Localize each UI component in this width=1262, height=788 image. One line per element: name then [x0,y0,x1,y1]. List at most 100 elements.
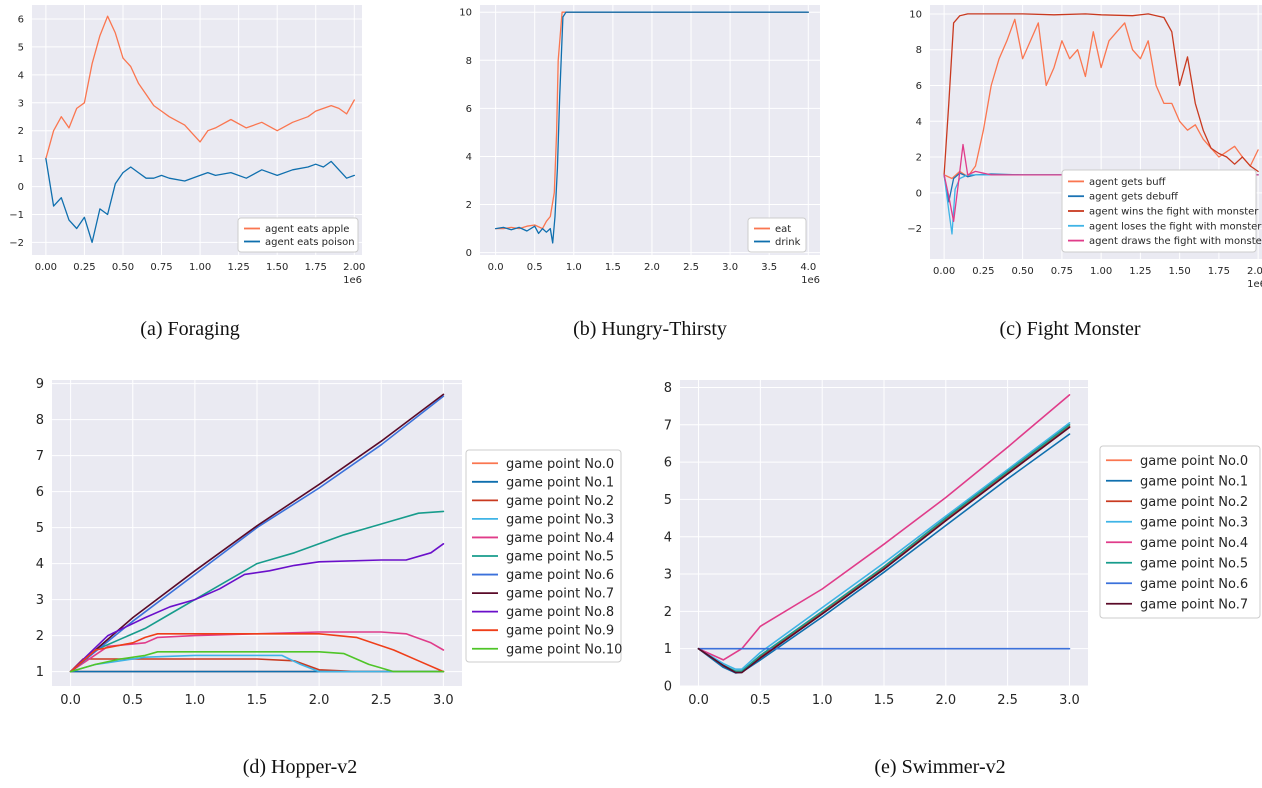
y-tick-label: 4 [664,530,672,545]
y-tick-label: 6 [18,14,24,25]
legend-label-agent-gets-buff: agent gets buff [1089,177,1167,188]
x-tick-label: 2.0 [935,693,956,708]
legend-label-game-point-no-1: game point No.1 [506,475,614,490]
x-offset-label: 1e6 [1247,279,1262,290]
series-line-game-point-no-7 [697,426,1071,674]
series-line-game-point-no-8 [69,543,445,673]
y-tick-label: 5 [36,521,44,536]
chart-hopper-v2: 0.0 0.5 1.0 1.5 2.0 2.5 3.0 1 2 3 4 5 6 7 8 9 1e6 game po… [0,377,625,724]
series-line-agent-wins-the-fight-with-monster [943,13,1259,176]
legend: eat drink [747,217,807,253]
y-tick-label: 2 [18,126,24,137]
x-tick-label: 2.00 [343,262,365,273]
x-tick-label: 1.0 [812,693,833,708]
legend-label-game-point-no-2: game point No.2 [1140,495,1248,510]
y-tick-label: 3 [664,568,672,583]
y-tick-label: 10 [909,9,922,20]
legend-box [465,449,622,663]
y-tick-label: 4 [916,117,922,128]
y-tick-label: 8 [664,381,672,396]
y-tick-label: 8 [466,56,472,67]
series-line-agent-eats-apple [45,15,355,160]
plot-area [480,5,820,255]
caption-hopper-v2: (d) Hopper-v2 [242,756,358,778]
caption-fight-monster: (c) Fight Monster [999,318,1141,340]
x-tick-label: 1.00 [1090,266,1112,277]
series-line-game-point-no-3 [69,654,445,673]
y-tick-label: 4 [466,152,472,163]
legend-label-eat: eat [775,224,791,235]
series-line-game-point-no-6 [69,395,445,673]
y-tick-label: 6 [664,456,672,471]
series-line-drink [494,11,809,244]
x-tick-label: 1.75 [1208,266,1230,277]
series-line-game-point-no-4 [697,394,1071,661]
y-tick-label: 5 [18,42,24,53]
y-tick-label: 9 [36,378,44,392]
x-tick-label: 1.50 [266,262,288,273]
x-tick-label: 1.0 [185,693,206,708]
chart-svg-e: 0.0 0.5 1.0 1.5 2.0 2.5 3.0 0 1 2 3 4 5 6 7 8 1e6 game po… [664,380,1261,724]
y-tick-label: 2 [36,629,44,644]
caption-hungry-thirsty: (b) Hungry-Thirsty [573,318,727,340]
legend: game point No.0 game point No.1 game point… [1099,445,1261,619]
legend-label-game-point-no-3: game point No.3 [1140,515,1248,530]
legend-label-drink: drink [775,237,801,248]
y-tick-label: 10 [459,8,472,19]
y-tick-label: 4 [18,70,24,81]
x-tick-label: 0.0 [688,693,709,708]
x-tick-label: 0.5 [527,262,543,273]
y-tick-label: 0 [916,188,922,199]
x-tick-label: 1.5 [874,693,895,708]
x-tick-label: 1.25 [1129,266,1151,277]
legend-label-game-point-no-5: game point No.5 [1140,556,1248,571]
x-tick-label: 0.75 [1051,266,1073,277]
y-tick-label: 7 [36,449,44,464]
x-tick-label: 3.0 [722,262,738,273]
legend-label-game-point-no-8: game point No.8 [506,605,614,620]
legend-box [1061,169,1257,253]
y-tick-label: 0 [466,248,472,259]
legend-label-game-point-no-4: game point No.4 [506,531,614,546]
series-line-agent-eats-poison [45,157,355,244]
x-tick-label: 2.5 [997,693,1018,708]
legend-label-agent-draws-the-fight-with-monster: agent draws the fight with monster [1089,236,1262,247]
legend-box [747,217,807,253]
x-tick-label: 1.25 [228,262,250,273]
y-tick-label: 2 [664,605,672,620]
legend-label-agent-gets-debuff: agent gets debuff [1089,192,1179,203]
x-tick-label: 0.00 [35,262,57,273]
legend-label-agent-loses-the-fight-with-monster: agent loses the fight with monster [1089,221,1262,232]
y-tick-label: 2 [916,153,922,164]
legend-label-game-point-no-5: game point No.5 [506,550,614,565]
caption-swimmer-v2: (e) Swimmer-v2 [874,756,1006,778]
legend-label-game-point-no-3: game point No.3 [506,512,614,527]
series-line-game-point-no-3 [697,422,1071,671]
legend: game point No.0 game point No.1 game point… [465,449,622,663]
y-tick-label: 2 [466,200,472,211]
x-tick-label: 1.5 [247,693,268,708]
x-tick-label: 0.00 [933,266,955,277]
y-tick-label: 6 [916,81,922,92]
x-tick-label: 1.75 [305,262,327,273]
x-tick-label: 2.5 [683,262,699,273]
y-tick-label: 5 [664,493,672,508]
chart-swimmer-v2: 0.0 0.5 1.0 1.5 2.0 2.5 3.0 0 1 2 3 4 5 6 7 8 1e6 game po… [640,378,1262,724]
y-tick-label: −1 [9,210,24,221]
legend-label-agent-wins-the-fight-with-monster: agent wins the fight with monster [1089,207,1259,218]
x-tick-label: 0.75 [150,262,172,273]
chart-svg-a: 0.00 0.25 0.50 0.75 1.00 1.25 1.50 1.75 2.00 −2 −1… [9,5,365,286]
legend-label-game-point-no-7: game point No.7 [1140,597,1248,612]
series-line-agent-gets-buff [943,18,1259,180]
legend-label-game-point-no-7: game point No.7 [506,587,614,602]
y-tick-label: 7 [664,418,672,433]
x-tick-label: 2.00 [1247,266,1262,277]
y-tick-label: −2 [907,224,922,235]
x-offset-label: 1e6 [1063,709,1088,710]
y-tick-label: 1 [18,154,24,165]
legend-label-game-point-no-0: game point No.0 [1140,454,1248,469]
chart-svg-d: 0.0 0.5 1.0 1.5 2.0 2.5 3.0 1 2 3 4 5 6 7 8 9 1e6 game po… [36,377,623,724]
y-tick-label: 3 [18,98,24,109]
legend-label-game-point-no-9: game point No.9 [506,624,614,639]
series-line-game-point-no-7 [69,393,445,673]
